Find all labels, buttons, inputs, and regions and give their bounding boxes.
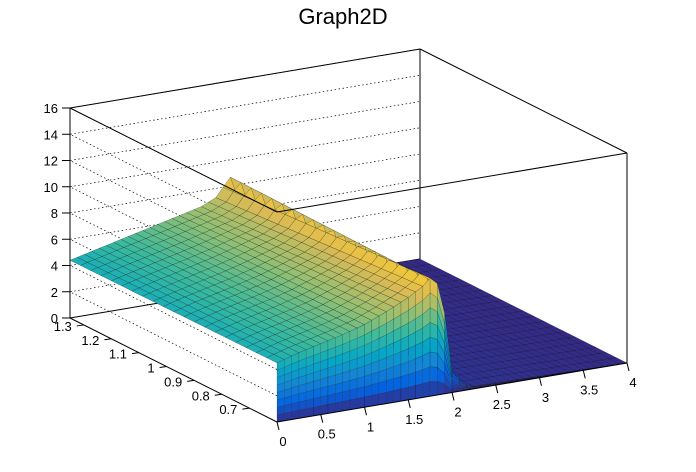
surface-cell	[393, 376, 402, 391]
surface-cell	[386, 390, 394, 404]
surface-cell	[335, 391, 343, 404]
z-tick-label: 0	[51, 311, 58, 326]
y-tick-label: 1.3	[54, 319, 72, 334]
x-tick-label: 0	[279, 434, 286, 449]
box-edge	[276, 152, 628, 213]
x-tick-label: 1	[367, 419, 374, 434]
surface-cell	[327, 393, 336, 405]
z-tick-label: 10	[44, 180, 58, 195]
y-tick	[214, 393, 222, 396]
y-tick	[104, 338, 112, 341]
surface	[69, 176, 628, 423]
box-edge	[419, 48, 628, 154]
box-edge	[69, 107, 278, 213]
surface-cell	[422, 381, 431, 398]
y-tick-label: 0.9	[164, 374, 182, 389]
x-tick-label: 2.5	[493, 397, 511, 412]
surface-cell	[342, 399, 351, 412]
y-tick-label: 0.8	[192, 388, 210, 403]
chart-title: Graph2D	[298, 4, 387, 29]
y-tick-label: 1.2	[81, 333, 99, 348]
z-tick-label: 4	[51, 259, 58, 274]
y-tick	[76, 324, 84, 327]
x-tick	[276, 421, 280, 431]
surface-cell	[408, 371, 416, 388]
x-tick-label: 0.5	[318, 427, 336, 442]
z-axis: 0 2 4 6 8 10 12 14 16	[44, 101, 71, 326]
surface-cell	[349, 398, 358, 410]
surface-cell	[378, 391, 387, 405]
y-axis-line	[69, 317, 278, 423]
surface-cell	[349, 388, 358, 401]
x-tick	[407, 399, 411, 408]
x-axis: 0 0.5 1 1.5 2 2.5 3 3.5 4	[276, 362, 637, 449]
y-tick-label: 1.1	[109, 347, 127, 362]
surface-cell	[400, 386, 409, 402]
surface-cell	[429, 336, 438, 354]
y-tick	[242, 407, 250, 410]
surface-cell	[371, 382, 380, 396]
z-tick-label: 2	[51, 285, 58, 300]
surface-cell	[393, 388, 402, 403]
z-tick-label: 12	[44, 154, 58, 169]
z-tick-label: 6	[51, 232, 58, 247]
y-tick	[159, 366, 167, 369]
x-tick-label: 3.5	[580, 382, 598, 397]
surface-cell	[429, 380, 438, 397]
surface-cell	[342, 389, 351, 402]
surface-cell	[357, 396, 365, 409]
y-tick	[187, 379, 195, 382]
surface-cell	[327, 402, 336, 414]
surface-cell	[306, 398, 314, 409]
x-tick-label: 3	[542, 390, 549, 405]
y-tick-label: 0.7	[219, 402, 237, 417]
surface-cell	[335, 401, 343, 413]
surface-cell	[400, 374, 409, 389]
x-tick	[539, 377, 542, 386]
y-axis: 0.7 0.8 0.9 1 1.1 1.2 1.3	[54, 317, 278, 423]
surface-cell	[357, 386, 365, 399]
surface-cell	[378, 380, 387, 394]
x-tick	[451, 392, 455, 401]
surface-cell	[415, 369, 423, 386]
surface-cell	[320, 404, 329, 415]
x-tick-label: 4	[629, 375, 636, 390]
box-front	[69, 48, 628, 363]
surface-cell	[429, 351, 438, 368]
z-tick-label: 16	[44, 101, 58, 116]
x-tick	[495, 385, 499, 394]
surface-cell	[364, 395, 372, 408]
surface-cell	[415, 383, 423, 399]
y-tick-label: 1	[147, 361, 154, 376]
x-tick	[364, 407, 367, 416]
surface-cell	[429, 366, 438, 382]
surface-cell	[386, 378, 394, 393]
x-tick-label: 1.5	[405, 412, 423, 427]
x-tick	[320, 414, 324, 423]
surface-cell	[371, 393, 380, 407]
y-tick	[131, 352, 140, 355]
x-tick	[582, 370, 586, 379]
x-tick	[626, 362, 630, 372]
x-tick-label: 2	[454, 405, 461, 420]
z-tick-label: 8	[51, 206, 58, 221]
surface-cell	[408, 385, 416, 401]
z-tick-label: 14	[44, 127, 58, 142]
